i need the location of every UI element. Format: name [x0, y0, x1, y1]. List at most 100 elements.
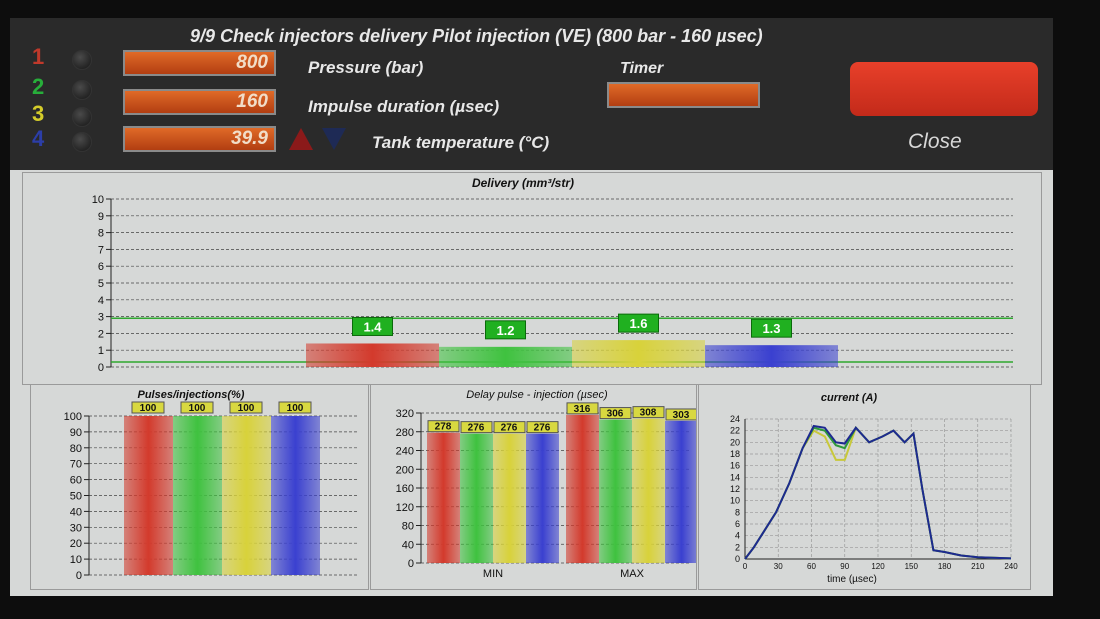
- pulses-chart: Pulses/injections(%) 0 10 20 30 40 50 60 70 80 90…: [64, 389, 359, 582]
- delivery-ytick-label: 9: [98, 211, 104, 223]
- delay-chart: Delay pulse - injection (µsec) 0 40 80 120 1…: [396, 389, 698, 580]
- tank-temperature-label: Tank temperature (°C): [372, 133, 550, 152]
- delivery-ytick-label: 3: [98, 312, 104, 324]
- delay-value-badge: [632, 406, 665, 419]
- delay-value-label: 308: [640, 408, 657, 419]
- delay-value-label: 276: [534, 423, 551, 434]
- delivery-ytick-label: 7: [98, 244, 104, 256]
- pulses-value-label: 100: [140, 403, 157, 414]
- delivery-ytick-label: 0: [98, 362, 104, 374]
- current-ytick-label: 8: [735, 507, 740, 517]
- delay-ytick-label: 200: [396, 464, 414, 476]
- pulses-value-badge: [180, 401, 214, 414]
- timer-label: Timer: [620, 60, 664, 77]
- current-ytick-label: 22: [730, 426, 740, 436]
- pulses-ytick-label: 30: [70, 522, 82, 534]
- delivery-ytick-label: 2: [98, 328, 104, 340]
- current-xtick-label: 180: [938, 562, 952, 571]
- delay-value-label: 316: [574, 404, 591, 415]
- delay-value-badge: [566, 402, 599, 415]
- delivery-ytick-label: 1: [98, 345, 104, 357]
- delivery-ytick-label: 6: [98, 261, 104, 273]
- pulses-ytick-label: 0: [76, 570, 82, 582]
- injector-led-2: [72, 80, 92, 100]
- delivery-ytick-label: 5: [98, 278, 104, 290]
- delay-bar-max-2: [599, 419, 632, 563]
- pulses-ytick-label: 60: [70, 475, 82, 487]
- screen: 9/9 Check injectors delivery Pilot injec…: [10, 18, 1053, 596]
- delay-value-label: 278: [435, 422, 452, 433]
- pulses-bar-2: [173, 416, 222, 575]
- delay-value-label: 276: [501, 423, 518, 434]
- current-chart-title: current (A): [821, 392, 878, 404]
- pulses-bar-3: [222, 416, 271, 575]
- delivery-value-label: 1.4: [363, 319, 382, 334]
- delivery-chart-panel: Delivery (mm³/str) 0 1 2 3 4 5 6 7 8 9 10 1.4 1.2 1.…: [22, 172, 1042, 385]
- delivery-value-badge: [618, 313, 659, 333]
- pulses-chart-panel: Pulses/injections(%) 0 10 20 30 40 50 60 70 80 90…: [30, 384, 369, 590]
- injector-number-3: 3: [32, 101, 45, 126]
- current-ytick-label: 4: [735, 531, 740, 541]
- current-ytick-label: 12: [730, 484, 740, 494]
- current-xtick-label: 90: [840, 562, 849, 571]
- close-button[interactable]: [850, 62, 1038, 116]
- current-ytick-label: 10: [730, 496, 740, 506]
- pulses-bar-4: [271, 416, 320, 575]
- current-xtick-label: 210: [971, 562, 985, 571]
- current-xtick-label: 60: [807, 562, 816, 571]
- injector-number-1: 1: [32, 44, 45, 69]
- tank-temperature-value: 39.9: [123, 126, 276, 152]
- pulses-ytick-label: 50: [70, 491, 82, 503]
- delay-ytick-label: 80: [402, 521, 414, 533]
- delay-value-badge: [526, 421, 559, 434]
- delivery-bar-4: [705, 345, 838, 367]
- delay-value-label: 306: [607, 409, 624, 420]
- delivery-value-label: 1.2: [496, 323, 514, 338]
- arrow-up-icon[interactable]: [289, 128, 313, 150]
- pulses-ytick-label: 70: [70, 459, 82, 471]
- delay-bar-max-4: [665, 420, 698, 563]
- delay-category-label: MIN: [483, 568, 503, 580]
- pulses-ytick-label: 100: [64, 411, 82, 423]
- delay-bar-min-4: [526, 433, 559, 563]
- pressure-value: 800: [123, 50, 276, 76]
- impulse-duration-label: Impulse duration (µsec): [308, 97, 500, 116]
- pulses-value-label: 100: [189, 403, 206, 414]
- current-series-line-3: [744, 424, 1012, 560]
- current-ytick-label: 16: [730, 461, 740, 471]
- pulses-value-badge: [229, 401, 263, 414]
- pulses-value-badge: [131, 401, 165, 414]
- delivery-value-badge: [352, 316, 393, 336]
- delay-value-label: 276: [468, 423, 485, 434]
- delivery-bar-1: [306, 343, 439, 367]
- delay-bar-max-3: [632, 418, 665, 563]
- delay-ytick-label: 40: [402, 539, 414, 551]
- pulses-ytick-label: 40: [70, 506, 82, 518]
- current-xtick-label: 30: [774, 562, 783, 571]
- pulses-value-label: 100: [238, 403, 255, 414]
- delay-ytick-label: 120: [396, 502, 414, 514]
- delay-bar-max-1: [566, 414, 599, 563]
- delivery-ytick-label: 10: [92, 194, 104, 206]
- impulse-duration-value: 160: [123, 89, 276, 115]
- delay-chart-panel: Delay pulse - injection (µsec) 0 40 80 120 1…: [370, 384, 698, 590]
- delay-value-badge: [599, 407, 632, 420]
- pulses-ytick-label: 10: [70, 554, 82, 566]
- current-ytick-label: 0: [735, 554, 740, 564]
- delay-bar-min-3: [493, 433, 526, 563]
- delay-ytick-label: 240: [396, 446, 414, 458]
- delay-ytick-label: 160: [396, 483, 414, 495]
- delivery-bar-3: [572, 340, 705, 367]
- delay-ytick-label: 280: [396, 427, 414, 439]
- delay-category-label: MAX: [620, 568, 645, 580]
- page-title: 9/9 Check injectors delivery Pilot injec…: [190, 26, 763, 46]
- delivery-chart-title: Delivery (mm³/str): [472, 176, 574, 190]
- pulses-ytick-label: 80: [70, 443, 82, 455]
- pulses-chart-title: Pulses/injections(%): [138, 389, 245, 401]
- arrow-down-icon[interactable]: [322, 128, 346, 150]
- delay-ytick-label: 320: [396, 408, 414, 420]
- pulses-ytick-label: 20: [70, 538, 82, 550]
- close-label[interactable]: Close: [908, 130, 962, 153]
- delay-value-badge: [427, 420, 460, 433]
- current-xtick-label: 0: [743, 562, 748, 571]
